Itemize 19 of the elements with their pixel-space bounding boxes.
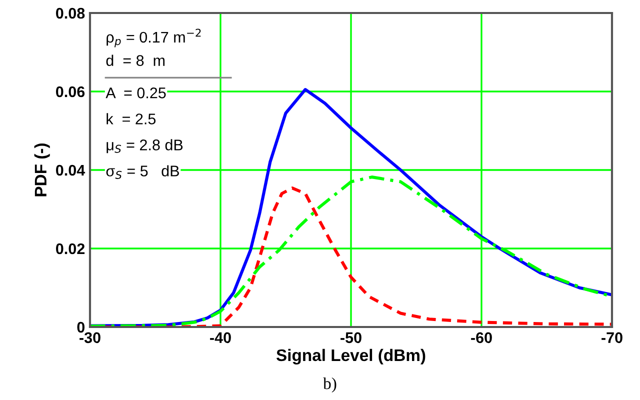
y-axis-title: PDF (-) (34, 144, 50, 196)
x-tick-label: -70 (602, 332, 622, 344)
x-tick-label: -30 (80, 332, 100, 344)
x-tick-label: -60 (471, 332, 492, 344)
annotation: σ$_{S}$ = 5 dB (106, 165, 179, 179)
annotation: μ$_{S}$ = 2.8 dB (106, 139, 183, 154)
y-tick-label: 0.08 (56, 8, 85, 19)
annotation: d = 8 m (106, 54, 165, 66)
annotation: ρ$_{p}$ = 0.17 m$^{−2}$ (106, 28, 201, 48)
y-tick-label: 0 (77, 322, 85, 333)
text: b) (323, 377, 336, 393)
annotation: A = 0.25 (106, 88, 166, 98)
x-tick-label: -50 (340, 332, 362, 344)
x-axis-title: Signal Level (dBm) (276, 348, 426, 364)
x-tick-label: -40 (210, 332, 231, 344)
y-tick-label: 0.04 (56, 164, 86, 176)
y-tick-label: 0.02 (56, 243, 85, 254)
y-tick-label: 0.06 (56, 86, 85, 98)
annotation: k = 2.5 (106, 113, 156, 124)
